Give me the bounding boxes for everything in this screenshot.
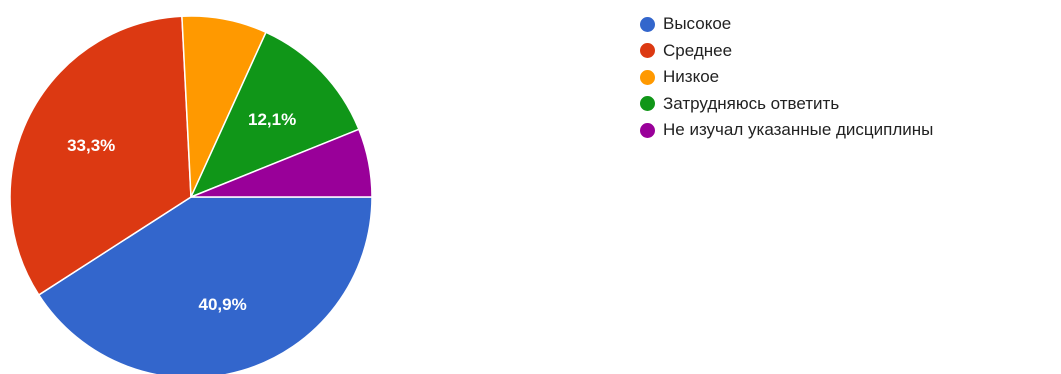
legend-label: Среднее <box>663 40 733 60</box>
pie-slice <box>37 196 373 374</box>
legend-item: Среднее <box>640 38 933 65</box>
chart-legend: Высокое Среднее Низкое Затрудняюсь ответить… <box>640 11 933 144</box>
slice-data-label: 33,3% <box>67 136 115 155</box>
legend-item: Затрудняюсь ответить <box>640 91 933 118</box>
legend-swatch <box>640 69 655 85</box>
legend-label: Не изучал указанные дисциплины <box>663 120 934 140</box>
slice-data-label: 12,1% <box>248 110 296 129</box>
legend-swatch <box>640 96 655 112</box>
legend-swatch <box>640 16 655 32</box>
slice-data-label: 40,9% <box>198 295 246 314</box>
legend-swatch <box>640 122 655 138</box>
legend-label: Низкое <box>663 67 720 87</box>
legend-label: Затрудняюсь ответить <box>663 93 840 113</box>
legend-label: Высокое <box>663 14 732 34</box>
pie-slice <box>189 31 360 199</box>
pie-slice <box>9 15 192 296</box>
legend-swatch <box>640 43 655 59</box>
legend-item: Низкое <box>640 64 933 91</box>
legend-item: Не изучал указанные дисциплины <box>640 117 933 144</box>
pie-slice <box>190 128 373 198</box>
legend-item: Высокое <box>640 11 933 38</box>
pie-chart: 40,9% 33,3% 12,1% <box>9 15 373 374</box>
